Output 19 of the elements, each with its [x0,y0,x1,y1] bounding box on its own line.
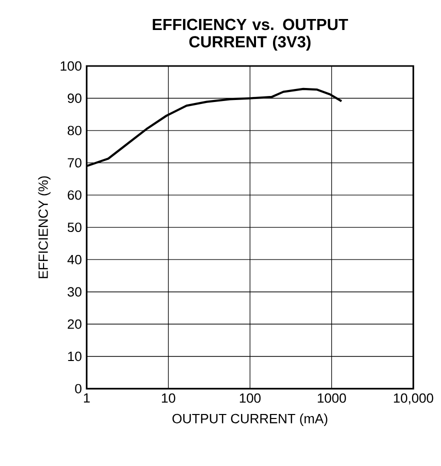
y-tick-label: 20 [68,319,82,329]
x-axis-title: OUTPUT CURRENT (mA) [172,414,328,426]
x-tick-label: 1 [84,393,90,403]
y-tick-label: 10 [68,352,82,362]
x-tick-label: 10,000 [394,393,434,404]
x-tick-label: 100 [240,393,261,403]
y-tick-label: 40 [67,254,82,264]
y-tick-label: 60 [68,190,82,200]
y-tick-label: 0 [75,384,82,394]
y-tick-label: 70 [68,158,82,168]
chart-title: EFFICIENCY vs. OUTPUT CURRENT (3V3) [152,18,348,51]
y-tick-label: 30 [68,287,82,297]
y-axis-title: EFFICIENCY (%) [38,176,51,278]
y-tick-label: 50 [68,222,82,232]
x-tick-label: 1000 [318,393,346,403]
y-tick-label: 90 [68,94,82,103]
x-tick-label: 10 [162,393,176,403]
y-tick-label: 80 [68,126,82,136]
y-tick-label: 100 [60,61,82,71]
